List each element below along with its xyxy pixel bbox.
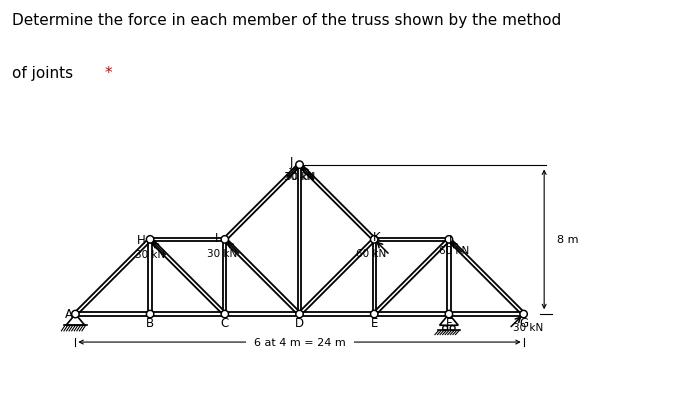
Text: K: K xyxy=(373,231,381,243)
Circle shape xyxy=(146,236,154,243)
Text: *: * xyxy=(105,66,112,81)
Circle shape xyxy=(73,312,78,316)
Circle shape xyxy=(223,312,227,316)
Circle shape xyxy=(221,310,229,318)
Circle shape xyxy=(72,310,79,318)
Circle shape xyxy=(521,312,526,316)
Text: A: A xyxy=(65,307,73,320)
Circle shape xyxy=(297,312,302,316)
Text: 30 kN: 30 kN xyxy=(207,249,237,259)
Circle shape xyxy=(223,237,227,242)
Circle shape xyxy=(370,310,378,318)
Circle shape xyxy=(520,310,527,318)
Text: E: E xyxy=(370,316,378,329)
Text: G: G xyxy=(519,316,528,329)
Text: Determine the force in each member of the truss shown by the method: Determine the force in each member of th… xyxy=(12,13,561,28)
Text: 30 kN: 30 kN xyxy=(284,172,314,182)
Circle shape xyxy=(370,236,378,243)
Text: L: L xyxy=(449,233,456,246)
Circle shape xyxy=(372,237,376,242)
Circle shape xyxy=(372,312,376,316)
Circle shape xyxy=(296,310,303,318)
Circle shape xyxy=(297,163,302,168)
Text: C: C xyxy=(221,316,229,329)
Circle shape xyxy=(296,162,303,169)
Circle shape xyxy=(148,312,152,316)
Circle shape xyxy=(221,236,229,243)
Text: F: F xyxy=(445,316,452,329)
Text: 30 kN: 30 kN xyxy=(512,322,543,332)
Text: of joints: of joints xyxy=(12,66,78,81)
Circle shape xyxy=(447,237,451,242)
Text: 60 kN: 60 kN xyxy=(356,249,387,259)
Text: 30 kN: 30 kN xyxy=(135,249,166,259)
Text: B: B xyxy=(146,316,154,329)
Text: 6 at 4 m = 24 m: 6 at 4 m = 24 m xyxy=(246,337,353,347)
Text: I: I xyxy=(215,231,218,244)
Circle shape xyxy=(445,310,453,318)
Circle shape xyxy=(445,236,453,243)
Text: 60 kN: 60 kN xyxy=(439,245,469,255)
Text: 8 m: 8 m xyxy=(557,235,579,245)
Text: D: D xyxy=(295,316,304,329)
Circle shape xyxy=(447,312,451,316)
Text: H: H xyxy=(137,233,146,246)
Circle shape xyxy=(146,310,154,318)
Circle shape xyxy=(148,237,152,242)
Text: J: J xyxy=(290,156,292,169)
Text: 30 kN: 30 kN xyxy=(285,172,315,182)
